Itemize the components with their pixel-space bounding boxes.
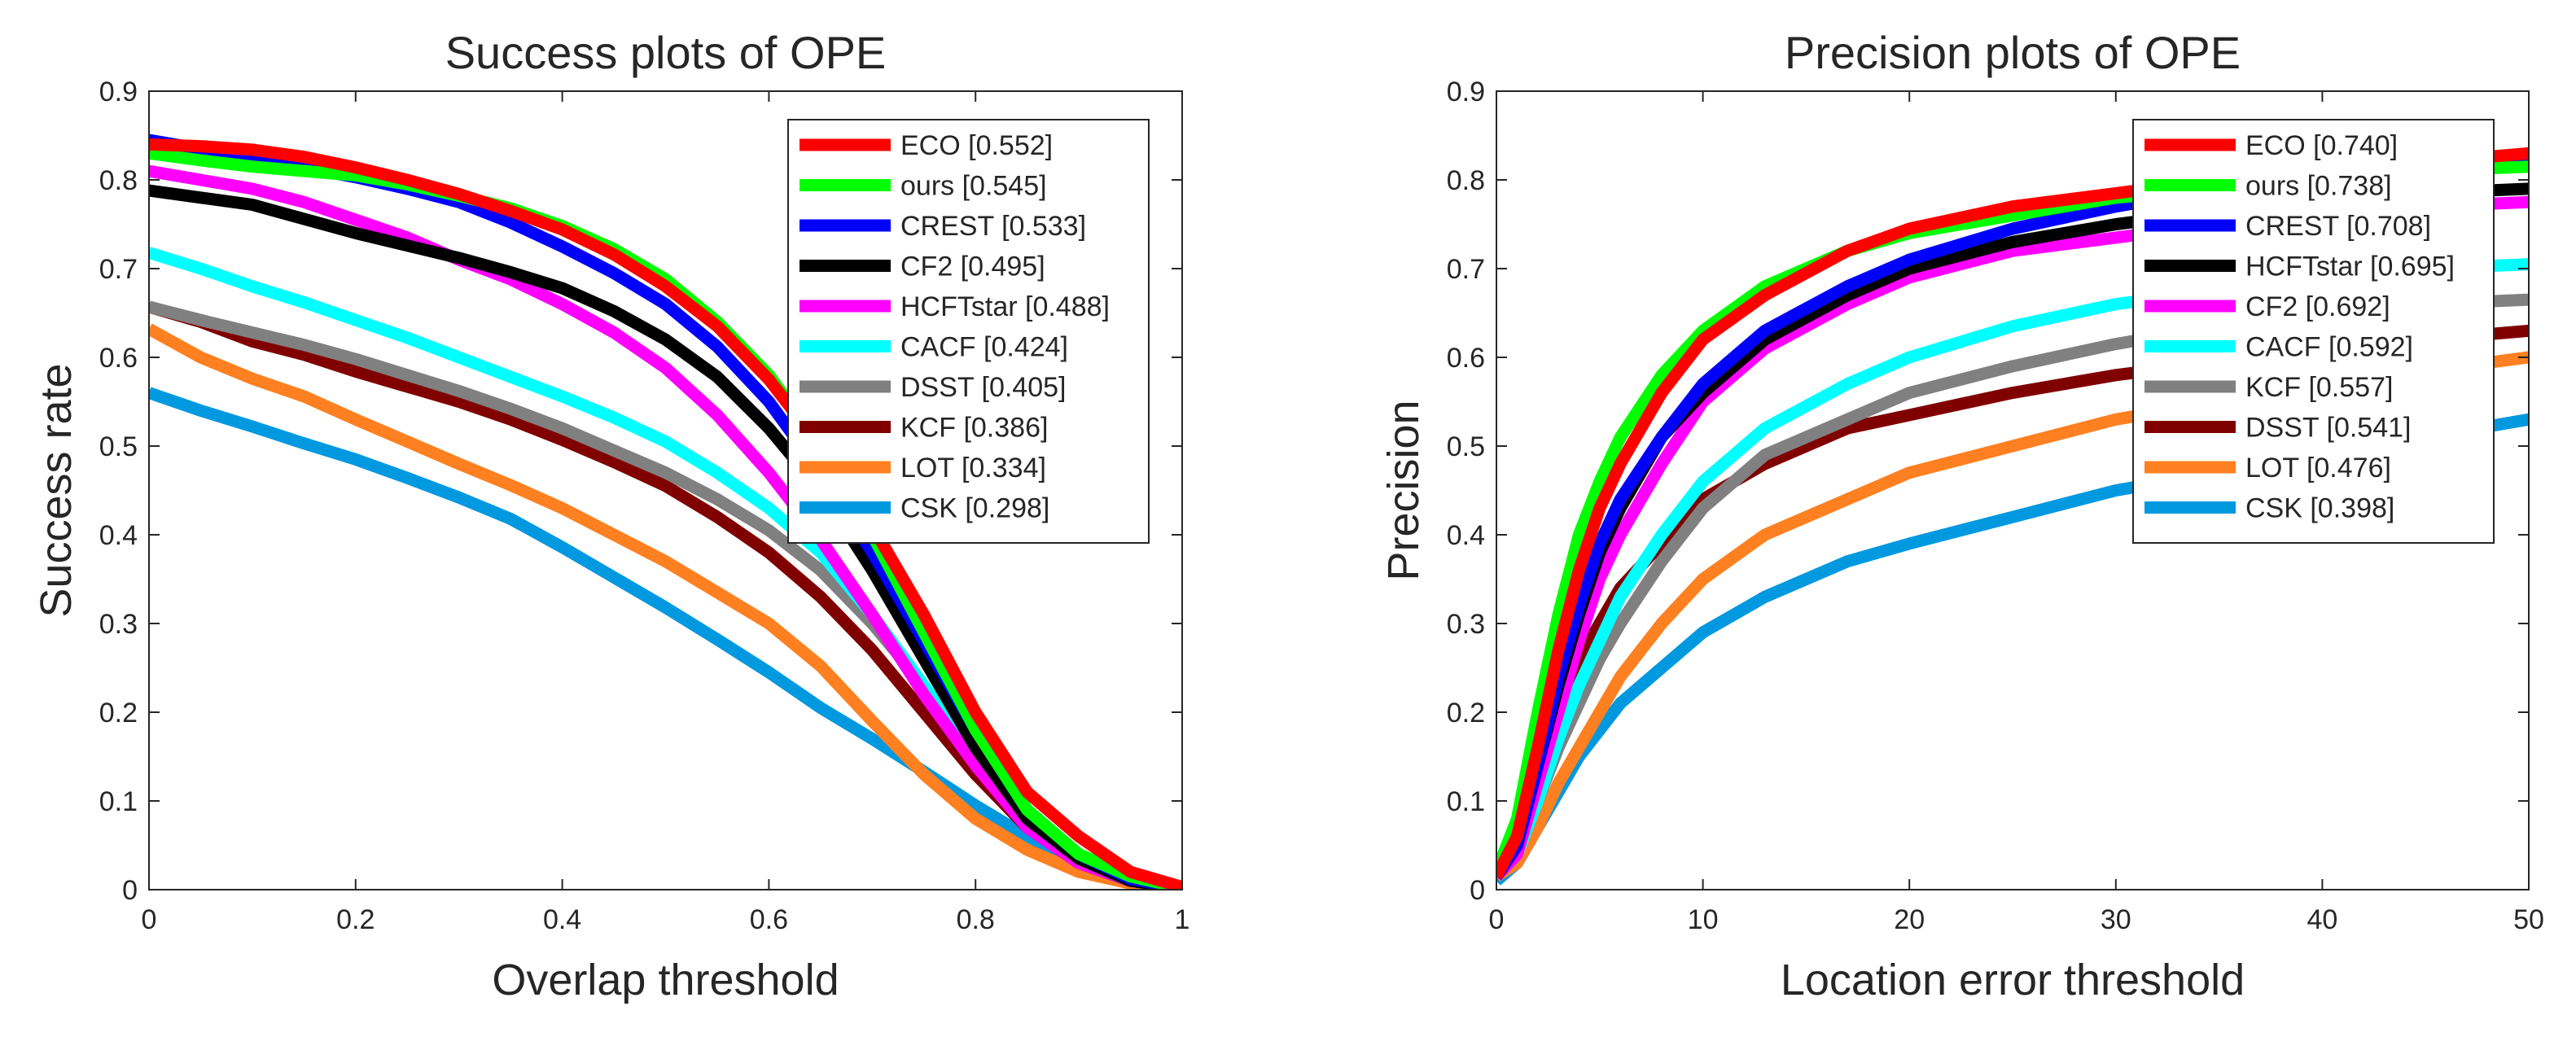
legend-label-csk: CSK [0.398] (2245, 493, 2394, 524)
legend-label-lot: LOT [0.334] (900, 453, 1046, 483)
x-tick-label: 0.6 (750, 904, 788, 935)
legend-label-lot: LOT [0.476] (2245, 453, 2391, 483)
y-tick-label: 0.7 (99, 254, 138, 285)
legend-label-hcftstar: HCFTstar [0.695] (2245, 252, 2455, 282)
y-tick-label: 0.7 (1447, 254, 1485, 285)
legend-label-cf2: CF2 [0.692] (2245, 291, 2390, 322)
legend-label-crest: CREST [0.708] (2245, 211, 2431, 242)
x-tick-label: 0 (1489, 904, 1505, 935)
x-tick-label: 1 (1175, 904, 1190, 935)
y-tick-label: 0.4 (1447, 520, 1485, 551)
legend-label-kcf: KCF [0.557] (2245, 372, 2393, 403)
y-tick-label: 0.5 (1447, 431, 1485, 462)
y-tick-label: 0.5 (99, 431, 138, 462)
precision-plot: 0 10 20 30 40 50 0 0.1 0.2 0.3 0.4 0.5 0.6 0.7 0.8 0.9 P… (1379, 27, 2544, 1004)
x-tick-label: 50 (2513, 904, 2544, 935)
y-tick-label: 0.4 (99, 520, 138, 551)
legend-label-ours: ours [0.545] (900, 171, 1047, 202)
y-tick-label: 0.3 (99, 609, 138, 640)
y-tick-label: 0.6 (1447, 343, 1485, 374)
legend-label-kcf: KCF [0.386] (900, 413, 1048, 444)
legend-label-crest: CREST [0.533] (900, 211, 1086, 242)
legend-label-cacf: CACF [0.592] (2245, 332, 2413, 363)
legend-label-cf2: CF2 [0.495] (900, 252, 1045, 282)
x-tick-label: 0 (142, 904, 157, 935)
legend-label-dsst: DSST [0.405] (900, 372, 1067, 403)
y-tick-label: 0.1 (1447, 786, 1485, 817)
series-lines (149, 133, 1182, 890)
legend-label-eco: ECO [0.552] (900, 130, 1053, 161)
x-axis-label: Location error threshold (1781, 956, 2245, 1004)
y-tick-label: 0.9 (1447, 77, 1485, 107)
legend-label-dsst: DSST [0.541] (2245, 413, 2412, 444)
y-axis-label: Precision (1379, 400, 1428, 580)
x-tick-label: 40 (2307, 904, 2337, 935)
y-tick-label: 0.8 (99, 165, 138, 196)
y-tick-label: 0.2 (1447, 698, 1485, 729)
axes-box (148, 90, 1183, 890)
axes-box (1496, 90, 2530, 890)
series-line-csk (149, 387, 1182, 890)
success-plot: 0 0.2 0.4 0.6 0.8 1 0 0.1 0.2 0.3 0.4 0.5 0.6 0.7 0.8 0… (32, 27, 1189, 1004)
legend-label-hcftstar: HCFTstar [0.488] (900, 291, 1110, 322)
chart-title: Success plots of OPE (445, 27, 887, 78)
y-tick-label: 0.9 (99, 77, 138, 107)
y-tick-label: 0 (122, 875, 138, 906)
chart-title: Precision plots of OPE (1785, 27, 2241, 78)
series-line-lot (149, 323, 1182, 890)
y-tick-label: 0.1 (99, 786, 138, 817)
x-tick-label: 10 (1688, 904, 1719, 935)
legend-label-eco: ECO [0.740] (2245, 130, 2398, 161)
x-tick-label: 20 (1894, 904, 1925, 935)
y-tick-label: 0.8 (1447, 165, 1485, 196)
legend: ECO [0.552] ours [0.545] CREST [0.533] CF2 … (787, 119, 1150, 544)
y-tick-label: 0.2 (99, 698, 138, 729)
y-axis-label: Success rate (32, 363, 81, 617)
x-tick-label: 0.2 (336, 904, 375, 935)
legend-label-ours: ours [0.738] (2245, 171, 2392, 202)
series-line-hcftstar (149, 164, 1182, 890)
series-line-eco (149, 138, 1182, 890)
y-tick-label: 0.3 (1447, 609, 1485, 640)
legend-label-csk: CSK [0.298] (900, 493, 1049, 524)
series-line-cf2 (149, 184, 1182, 890)
x-tick-label: 0.4 (543, 904, 581, 935)
x-tick-label: 30 (2101, 904, 2131, 935)
y-tick-label: 0 (1470, 875, 1485, 906)
x-tick-label: 0.8 (957, 904, 995, 935)
y-tick-label: 0.6 (99, 343, 138, 374)
x-axis-label: Overlap threshold (492, 956, 839, 1004)
legend-label-cacf: CACF [0.424] (900, 332, 1068, 363)
legend: ECO [0.740] ours [0.738] CREST [0.708] HCFT… (2132, 119, 2495, 544)
